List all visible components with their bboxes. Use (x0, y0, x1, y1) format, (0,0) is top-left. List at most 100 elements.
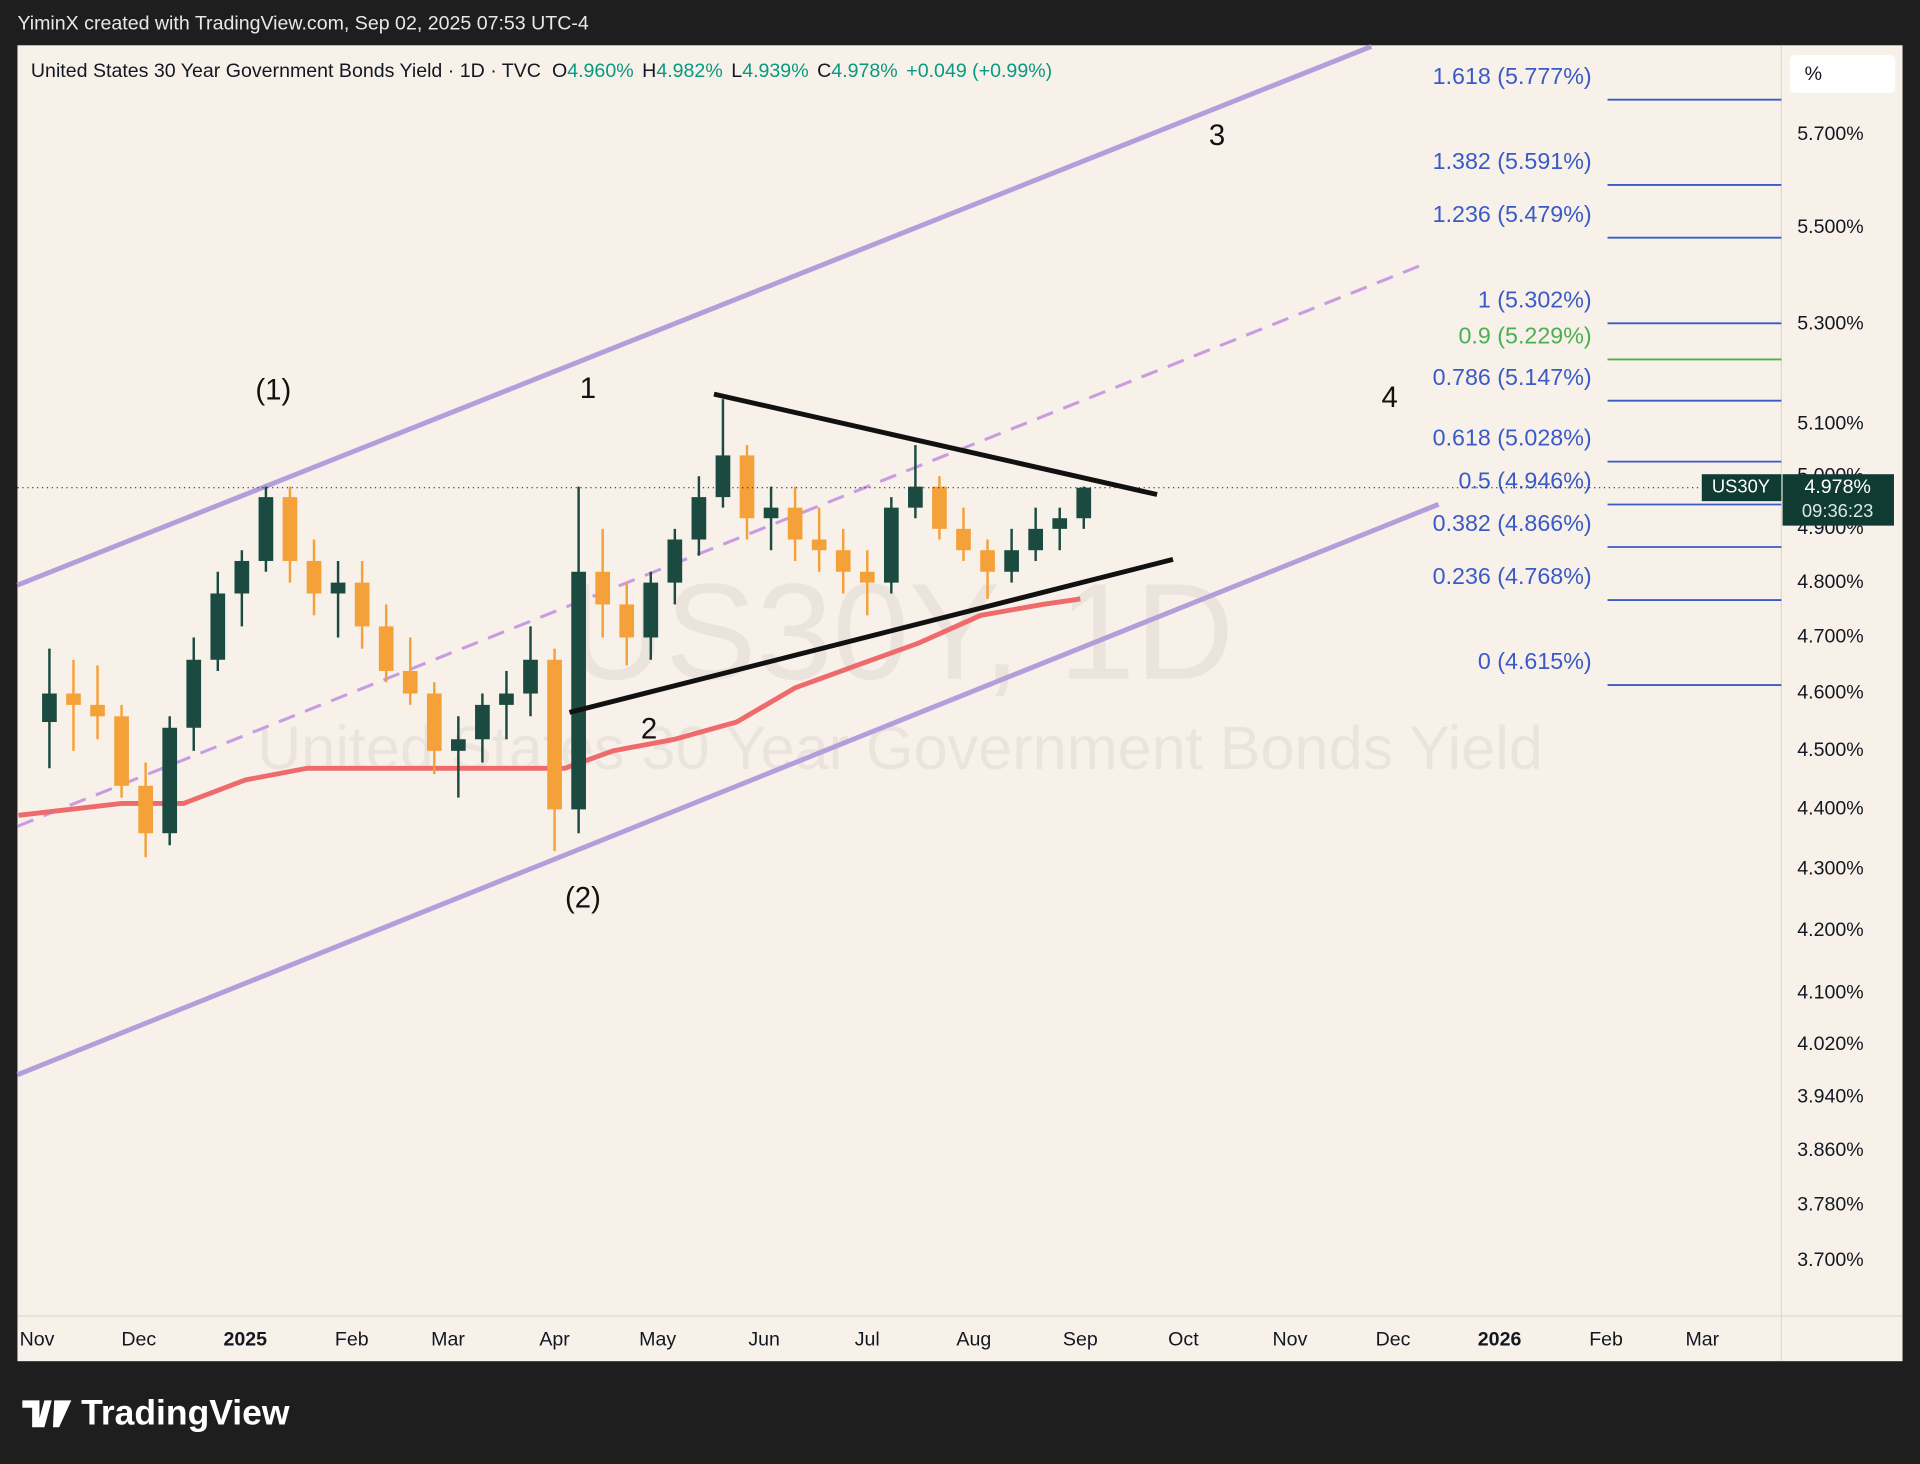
fib-label: 0.9 (5.229%) (1459, 323, 1592, 349)
candle-body (451, 739, 466, 751)
candle-body (932, 486, 947, 529)
candle-body (835, 550, 851, 572)
legend-close: 4.978% (831, 60, 897, 82)
channel-upper (16, 44, 1373, 588)
candle-body (354, 582, 370, 627)
y-tick-label: 4.020% (1797, 1033, 1863, 1055)
wave-label: (2) (565, 881, 601, 914)
y-tick-label: 3.780% (1797, 1193, 1863, 1215)
plot: 1.618 (5.777%) 1.382 (5.591%) 1.236 (5.479… (17, 63, 1782, 858)
watermark: US30Y, 1D United States 30 Year Governme… (257, 556, 1543, 782)
candle-body (859, 571, 875, 583)
y-tick-label: 4.500% (1797, 739, 1863, 761)
x-tick-label: 2026 (1478, 1329, 1522, 1351)
price-label: 4.978% (1804, 476, 1870, 498)
y-tick-label: 5.700% (1797, 123, 1863, 145)
legend-l: L (731, 60, 742, 82)
credit: YiminX created with TradingView.com, Sep… (17, 13, 588, 35)
countdown: 09:36:23 (1802, 500, 1873, 521)
fib-label: 1 (5.302%) (1478, 286, 1592, 312)
logo (22, 1400, 72, 1428)
wave-labels: (1) 1 2 (2) 3 4 (255, 119, 1397, 915)
fib-label: 0.786 (5.147%) (1433, 364, 1592, 390)
unit: % (1805, 63, 1822, 85)
candle-body (763, 507, 779, 519)
candle-body (66, 693, 81, 705)
fib-label: 0.618 (5.028%) (1433, 425, 1592, 451)
wave-label: 3 (1209, 119, 1225, 152)
y-tick-label: 4.700% (1797, 626, 1863, 648)
candle-body (1052, 518, 1068, 529)
candle-body (330, 582, 346, 594)
y-tick-label: 5.500% (1797, 216, 1863, 238)
candle-body (739, 455, 755, 519)
symbol-label: US30Y (1712, 476, 1770, 497)
fib-label: 0 (4.615%) (1478, 648, 1592, 674)
x-tick-label: Jun (748, 1329, 780, 1351)
chart-area (17, 45, 1903, 1362)
x-tick-label: Mar (1685, 1329, 1719, 1351)
brand: TradingView (81, 1392, 290, 1432)
candle-body (499, 693, 514, 705)
x-tick-label: Sep (1063, 1329, 1098, 1351)
legend-low: 4.939% (742, 60, 808, 82)
x-tick-label: 2025 (224, 1329, 268, 1351)
triangle (568, 391, 1174, 715)
x-tick-label: Aug (956, 1329, 991, 1351)
candle-body (282, 497, 298, 561)
candle-body (90, 704, 105, 717)
fib-label: 1.618 (5.777%) (1433, 63, 1592, 89)
legend-h: H (642, 60, 656, 82)
candle-body (956, 528, 971, 551)
candle-body (475, 704, 490, 740)
price-box (1782, 474, 1894, 526)
x-tick-label: Nov (20, 1329, 55, 1351)
candle-body (306, 560, 322, 594)
unit-box[interactable] (1789, 55, 1896, 94)
legend-o: O (552, 60, 567, 82)
x-tick-label: Oct (1168, 1329, 1199, 1351)
x-tick-label: Nov (1273, 1329, 1308, 1351)
candle-body (667, 539, 683, 583)
candle-body (186, 659, 202, 728)
legend-open: 4.960% (567, 60, 633, 82)
y-tick-label: 4.200% (1797, 919, 1863, 941)
fib-label: 0.236 (4.768%) (1433, 563, 1592, 589)
candle-body (1004, 550, 1019, 572)
candle-body (114, 716, 129, 786)
candle-body (234, 560, 250, 594)
fib-label: 0.5 (4.946%) (1459, 468, 1592, 494)
y-tick-label: 5.100% (1797, 413, 1863, 435)
legend: United States 30 Year Government Bonds Y… (31, 60, 1052, 82)
y-tick-label: 5.300% (1797, 312, 1863, 334)
candle-body (210, 593, 226, 660)
x-tick-label: Mar (431, 1329, 465, 1351)
watermark-name: United States 30 Year Government Bonds Y… (257, 714, 1543, 782)
candle-body (980, 550, 995, 572)
triangle-upper (713, 391, 1158, 497)
candle-body (42, 693, 57, 723)
legend-c: C (817, 60, 831, 82)
channel-lower (16, 502, 1440, 1078)
triangle-lower (568, 557, 1174, 715)
candle-body (523, 659, 538, 694)
candle-body (787, 507, 803, 540)
y-tick-label: 4.800% (1797, 571, 1863, 593)
x-tick-label: Dec (121, 1329, 156, 1351)
moving-average (18, 596, 1081, 818)
candle-body (378, 626, 394, 671)
symbol-box (1701, 474, 1782, 502)
candle-body (571, 571, 586, 810)
y-tick-label: 4.400% (1797, 798, 1863, 820)
legend-bg (27, 56, 1166, 89)
drawings (16, 44, 1440, 1078)
x-tick-label: Feb (335, 1329, 369, 1351)
candle-body (908, 486, 923, 508)
candle-body (595, 571, 611, 605)
wave-label: (1) (255, 373, 291, 406)
candle-body (162, 727, 178, 834)
wave-label: 1 (580, 372, 596, 405)
y-tick-label: 3.700% (1797, 1249, 1863, 1271)
